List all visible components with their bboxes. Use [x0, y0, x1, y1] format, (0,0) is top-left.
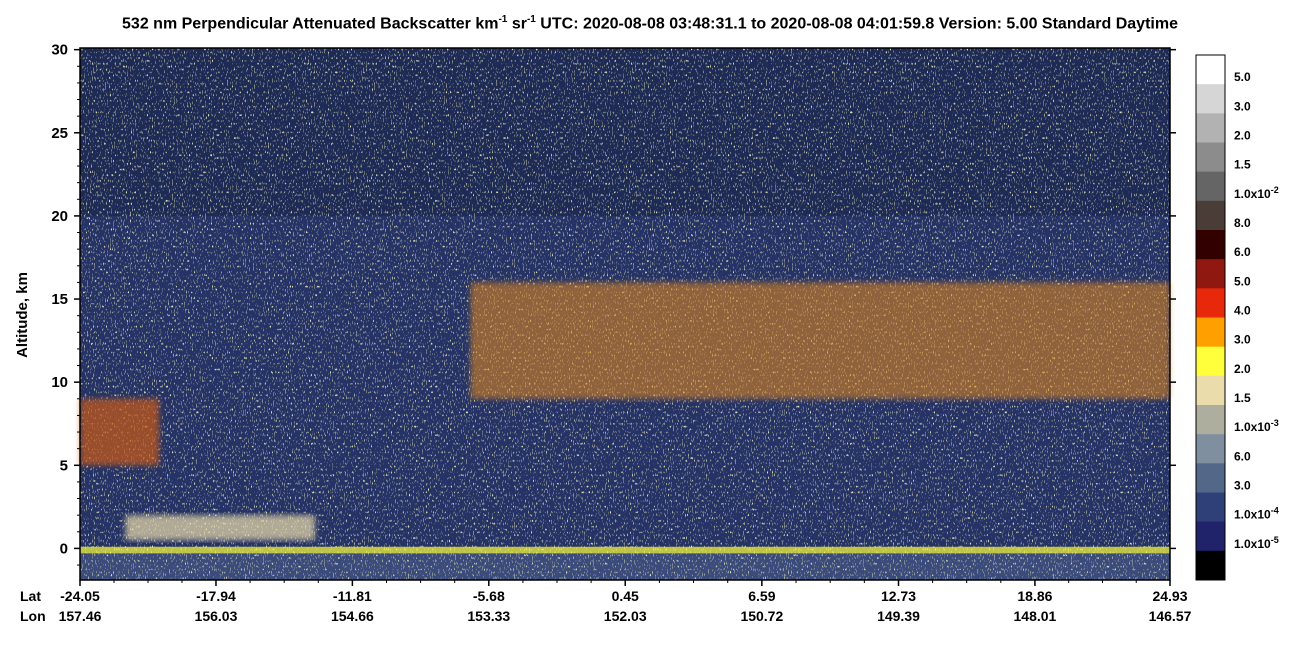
colorbar-swatch: [1196, 84, 1225, 114]
colorbar-swatch: [1196, 259, 1225, 289]
y-axis-label: Altitude, km: [14, 272, 31, 358]
lat-row-label: Lat: [20, 588, 41, 604]
lon-tick-label: 157.46: [59, 608, 102, 624]
x-axis-labels: -24.05 157.46 -17.94 156.03 -11.81 154.66 -5.6…: [20, 588, 1192, 624]
colorbar-label: 2.0: [1234, 129, 1251, 143]
colorbar-label: 5.0: [1234, 274, 1251, 288]
lat-tick-label: 12.73: [881, 588, 916, 604]
axes: 0 5 10 15 20 25 30: [51, 42, 1176, 586]
colorbar-swatch: [1196, 521, 1225, 552]
colorbar-swatch: [1196, 492, 1225, 523]
colorbar-label: 3.0: [1234, 479, 1251, 493]
y-tick-label: 30: [51, 42, 68, 59]
colorbar-label: 1.0x10-4: [1234, 506, 1279, 522]
colorbar-label: 1.5: [1234, 158, 1251, 172]
colorbar-swatch: [1196, 230, 1225, 260]
title-unit-exponent-1: -1: [498, 14, 508, 25]
plot-area: [80, 48, 1170, 580]
colorbar-label: 1.5: [1234, 391, 1251, 405]
colorbar-label: 2.0: [1234, 362, 1251, 376]
chart-title: 532 nm Perpendicular Attenuated Backscat…: [0, 14, 1300, 33]
colorbar-label: 4.0: [1234, 304, 1251, 318]
colorbar-label: 1.0x10-5: [1234, 535, 1279, 551]
lon-tick-label: 148.01: [1014, 608, 1057, 624]
lon-tick-label: 149.39: [877, 608, 920, 624]
colorbar-swatch: [1196, 200, 1225, 231]
colorbar-swatch: [1196, 375, 1225, 406]
colorbar-swatch: [1196, 463, 1225, 493]
colorbar-swatch: [1196, 288, 1225, 318]
colorbar-swatch: [1196, 550, 1225, 581]
y-tick-label: 10: [51, 374, 68, 391]
lat-tick-label: -24.05: [60, 588, 100, 604]
lon-row-label: Lon: [20, 608, 46, 624]
title-utc-version: UTC: 2020-08-08 03:48:31.1 to 2020-08-08…: [535, 15, 1178, 33]
title-measure: 532 nm Perpendicular Attenuated Backscat…: [122, 15, 499, 33]
lat-tick-label: -17.94: [196, 588, 236, 604]
lon-tick-label: 146.57: [1149, 608, 1192, 624]
y-tick-label: 25: [51, 125, 68, 142]
colorbar-label: 8.0: [1234, 216, 1251, 230]
lat-tick-label: 24.93: [1152, 588, 1187, 604]
colorbar-swatch: [1196, 434, 1225, 464]
colorbar-swatch: [1196, 55, 1225, 85]
feature-low-aerosol-cloud: [80, 398, 160, 466]
title-unit-exponent-2: -1: [526, 14, 536, 25]
colorbar-frame: [1195, 54, 1226, 581]
y-tick-label: 20: [51, 208, 68, 225]
title-unit-sr: sr: [507, 15, 527, 33]
lon-tick-label: 150.72: [740, 608, 783, 624]
colorbar-label: 3.0: [1234, 333, 1251, 347]
feature-boundary-layer: [125, 515, 315, 541]
colorbar-label: 3.0: [1234, 99, 1251, 113]
colorbar-swatch: [1196, 317, 1225, 348]
lon-tick-label: 153.33: [467, 608, 510, 624]
lat-tick-label: -11.81: [333, 588, 372, 604]
colorbar-swatch: [1196, 405, 1225, 435]
colorbar-label: 1.0x10-3: [1234, 418, 1279, 434]
colorbar-label: 6.0: [1234, 449, 1251, 463]
lon-tick-label: 156.03: [195, 608, 238, 624]
colorbar-label: 6.0: [1234, 245, 1251, 259]
y-tick-label: 15: [51, 291, 68, 308]
feature-surface: [80, 546, 1170, 554]
feature-cirrus-layer: [470, 282, 1170, 399]
y-tick-label: 0: [60, 540, 68, 557]
colorbar-swatch: [1196, 142, 1225, 173]
colorbar-swatch: [1196, 346, 1225, 377]
colorbar-swatch: [1196, 171, 1225, 202]
lon-tick-label: 154.66: [331, 608, 374, 624]
colorbar-label: 5.0: [1234, 70, 1251, 84]
lat-tick-label: 0.45: [612, 588, 639, 604]
colorbar: 5.0 3.0 2.0 1.5 1.0x10-2 8.0 6.0 5.0 4.0 3.0 2.0 1.…: [1195, 54, 1279, 581]
colorbar-label: 1.0x10-2: [1234, 185, 1279, 201]
lon-tick-label: 152.03: [604, 608, 647, 624]
lat-tick-label: 6.59: [748, 588, 775, 604]
lat-tick-label: -5.68: [473, 588, 505, 604]
lat-tick-label: 18.86: [1017, 588, 1052, 604]
y-tick-label: 5: [60, 457, 68, 474]
colorbar-swatch: [1196, 113, 1225, 143]
